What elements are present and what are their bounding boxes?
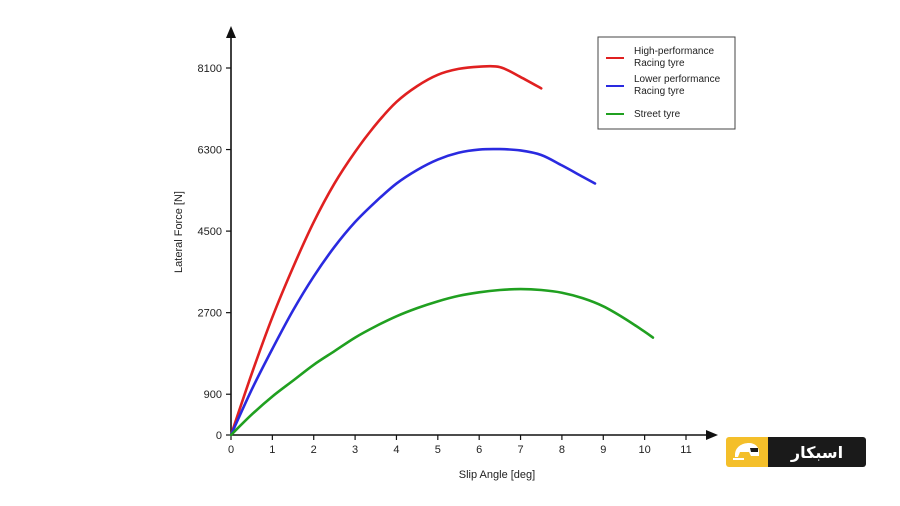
x-tick-label: 4 xyxy=(393,444,399,456)
legend-item-lower-performance: Lower performance Racing tyre xyxy=(606,74,721,97)
legend-label-line1: Street tyre xyxy=(634,109,681,120)
x-tick-label: 5 xyxy=(435,444,441,456)
axes xyxy=(226,26,718,440)
y-tick-label: 0 xyxy=(216,430,222,442)
legend-item-high-performance: High-performance Racing tyre xyxy=(606,46,714,69)
y-ticks: 0 900 2700 4500 6300 8100 xyxy=(198,63,231,442)
x-tick-label: 3 xyxy=(352,444,358,456)
series-line-2 xyxy=(229,147,597,437)
y-tick-label: 8100 xyxy=(198,63,222,75)
series-layer xyxy=(229,64,655,437)
legend-label-line1: High-performance xyxy=(634,46,714,57)
y-tick-label: 6300 xyxy=(198,145,222,157)
x-axis-title: Slip Angle [deg] xyxy=(459,469,535,481)
legend-label-line2: Racing tyre xyxy=(634,86,685,97)
x-axis-arrow xyxy=(706,430,718,440)
helmet-icon xyxy=(726,437,768,467)
x-tick-label: 8 xyxy=(559,444,565,456)
x-tick-label: 0 xyxy=(228,444,234,456)
y-axis-title: Lateral Force [N] xyxy=(173,191,185,273)
logo-wordmark: اسبکار xyxy=(768,437,866,467)
legend-item-street: Street tyre xyxy=(606,109,681,120)
x-tick-label: 6 xyxy=(476,444,482,456)
x-tick-label: 11 xyxy=(680,444,691,456)
x-tick-label: 9 xyxy=(600,444,606,456)
legend: High-performance Racing tyre Lower perfo… xyxy=(597,36,736,130)
y-tick-label: 900 xyxy=(204,389,222,401)
series-line-3 xyxy=(229,287,655,437)
x-tick-label: 1 xyxy=(269,444,275,456)
y-tick-label: 2700 xyxy=(198,308,222,320)
x-tick-label: 10 xyxy=(639,444,651,456)
x-tick-label: 2 xyxy=(311,444,317,456)
x-tick-label: 7 xyxy=(517,444,523,456)
y-tick-label: 4500 xyxy=(198,226,222,238)
brand-logo: اسبکار xyxy=(726,437,866,467)
y-axis-arrow xyxy=(226,26,236,38)
legend-label-line1: Lower performance xyxy=(634,74,721,85)
x-ticks: 0 1 2 3 4 5 6 7 8 9 10 11 xyxy=(228,435,692,456)
series-line-1 xyxy=(229,64,543,437)
helmet-icon-graphic xyxy=(733,443,759,460)
legend-label-line2: Racing tyre xyxy=(634,58,685,69)
